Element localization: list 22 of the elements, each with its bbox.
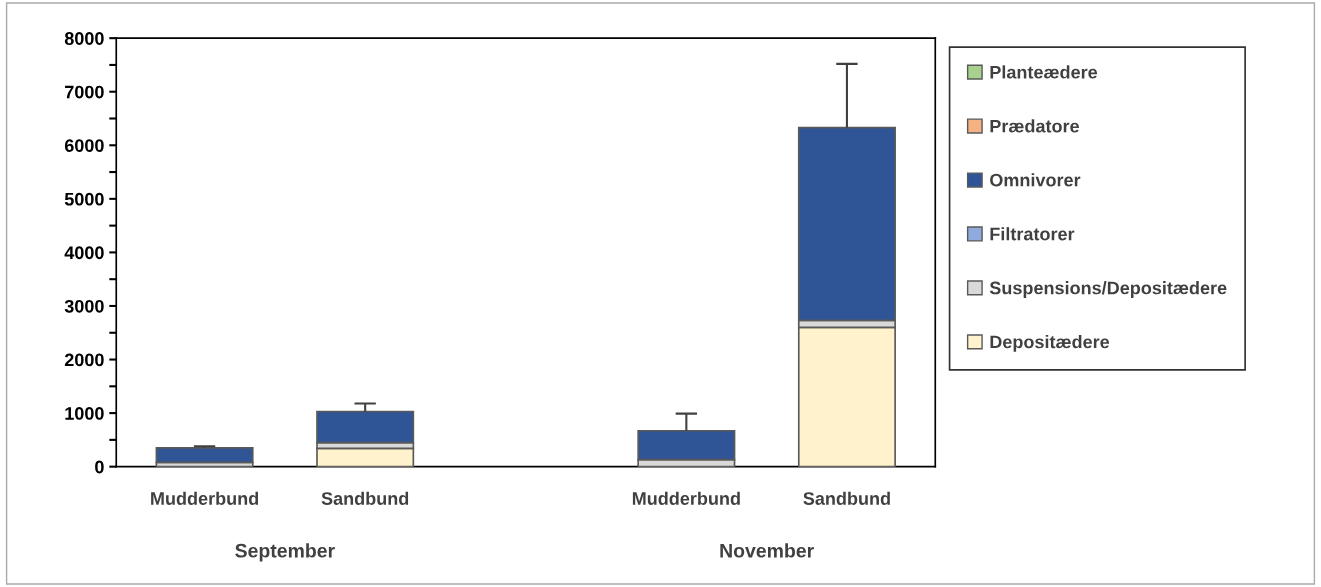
y-tick-label: 2000 [64,353,104,367]
x-tick-label: Mudderbund [151,491,259,505]
y-tick-label: 4000 [64,246,104,260]
legend-label: Depositædere [990,335,1110,352]
y-tick-label: 7000 [65,85,104,99]
legend-label: Planteædere [990,65,1098,79]
legend-label: Suspensions/Depositædere [989,281,1227,298]
y-tick-label: 6000 [64,139,104,152]
legend-label: Prædatore [990,119,1079,133]
legend-label: Filtratorer [990,227,1075,241]
y-tick-label: 3000 [64,299,104,313]
y-tick-label: 0 [95,460,104,474]
legend-label: Omnivorer [990,173,1081,187]
x-tick-label: Sandbund [803,491,890,505]
x-tick-label: Mudderbund [632,491,740,505]
text: September [235,543,335,562]
y-tick-label: 8000 [64,32,104,45]
y-tick-label: 5000 [64,192,104,206]
x-tick-label: Sandbund [321,491,409,505]
bar [155,447,254,464]
y-tick-label: 1000 [65,407,104,420]
text: November [720,543,814,558]
